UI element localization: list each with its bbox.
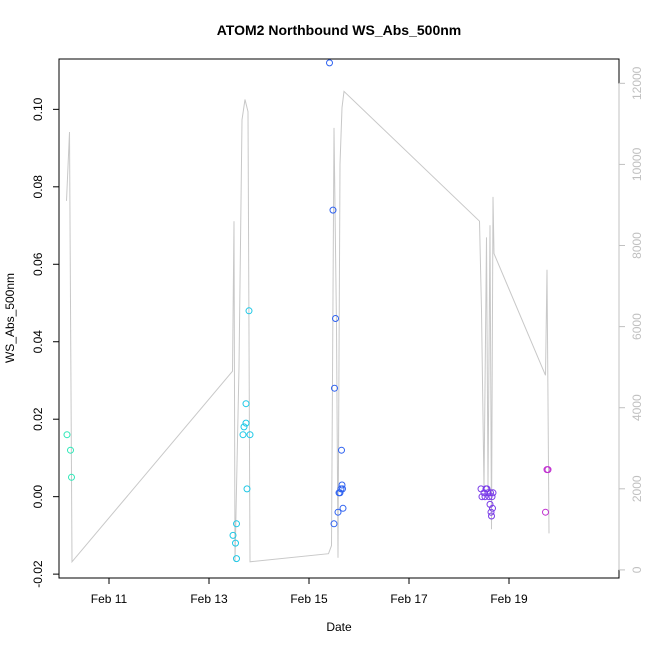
y2-tick-label: 6000 [630, 313, 644, 340]
data-point [544, 466, 552, 474]
data-point [338, 446, 345, 454]
x-tick-label: Feb 15 [290, 592, 328, 606]
data-point [330, 520, 338, 528]
data-point [329, 206, 337, 214]
y-tick-label: 0.02 [31, 407, 45, 431]
data-point [488, 512, 495, 520]
data-point [339, 485, 346, 493]
data-point [489, 504, 496, 512]
data-point [339, 504, 347, 512]
y-axis-label: WS_Abs_500nm [3, 273, 17, 363]
data-point [332, 315, 339, 322]
x-tick-label: Feb 11 [91, 592, 128, 606]
data-point [68, 473, 75, 481]
data-point [487, 508, 495, 516]
y2-tick-label: 10000 [630, 147, 644, 181]
data-point [484, 489, 492, 497]
data-point [63, 431, 71, 439]
data-point [232, 539, 239, 547]
data-point [229, 531, 237, 539]
data-point [239, 431, 247, 439]
data-point [483, 485, 491, 493]
y-tick-label: 0.06 [31, 252, 45, 276]
data-point [488, 493, 496, 501]
data-point [331, 384, 338, 392]
secondary-series-line [66, 90, 550, 564]
y-axis: -0.02 0.00 0.02 0.04 0.06 0.08 0.10 [31, 97, 60, 588]
data-point [485, 493, 493, 501]
points-layer [63, 59, 552, 563]
y-tick-label: 0.00 [31, 485, 45, 509]
secondary-line-layer [66, 90, 550, 564]
data-point [245, 307, 253, 315]
data-point [338, 481, 346, 489]
data-point [243, 485, 251, 493]
chart-title: ATOM2 Northbound WS_Abs_500nm [217, 22, 462, 38]
data-point [542, 508, 549, 516]
data-point [478, 493, 486, 501]
y2-tick-label: 8000 [630, 232, 644, 259]
x-axis: Feb 11 Feb 13 Feb 15 Feb 17 Feb 19 [91, 577, 528, 606]
data-point [233, 520, 240, 528]
y2-tick-label: 4000 [630, 394, 644, 421]
data-point [242, 419, 250, 427]
x-tick-label: Feb 17 [390, 592, 428, 606]
x-tick-label: Feb 13 [190, 592, 228, 606]
y2-axis: 0 2000 4000 6000 8000 10000 12000 [618, 66, 644, 573]
y-tick-label: 0.08 [31, 175, 45, 199]
data-point [240, 423, 248, 431]
x-tick-label: Feb 19 [490, 592, 528, 606]
data-point [242, 400, 250, 408]
data-point [233, 555, 240, 563]
data-point [487, 489, 494, 497]
data-point [67, 446, 74, 454]
y-tick-label: 0.10 [31, 97, 45, 121]
x-axis-label: Date [326, 620, 352, 634]
y2-tick-label: 0 [630, 566, 644, 573]
data-point [334, 508, 342, 516]
y-tick-label: -0.02 [31, 560, 45, 588]
y2-tick-label: 12000 [630, 66, 644, 100]
data-point [326, 59, 333, 67]
data-point [489, 489, 497, 497]
y2-tick-label: 2000 [630, 475, 644, 502]
y-tick-label: 0.04 [31, 330, 45, 354]
data-point [246, 431, 254, 439]
